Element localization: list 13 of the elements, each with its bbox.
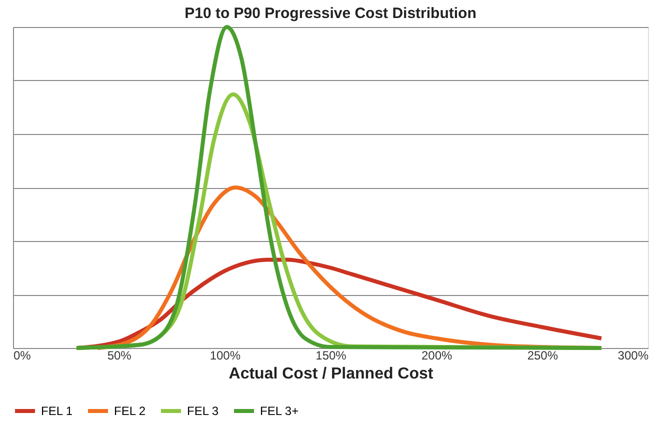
legend-label: FEL 1 [41,404,73,418]
x-tick-label: 150% [316,348,347,362]
legend-label: FEL 3+ [260,404,299,418]
x-axis-title: Actual Cost / Planned Cost [228,366,434,382]
legend-label: FEL 2 [114,404,146,418]
x-tick-label: 300% [618,348,649,362]
x-tick-label: 200% [421,348,453,362]
x-tick-label: 100% [210,348,241,362]
x-tick-label: 0% [14,348,32,362]
chart-title: P10 to P90 Progressive Cost Distribution [184,5,476,22]
legend-label: FEL 3 [187,404,219,418]
x-tick-label: 250% [527,348,558,362]
x-tick-label: 50% [107,348,132,362]
